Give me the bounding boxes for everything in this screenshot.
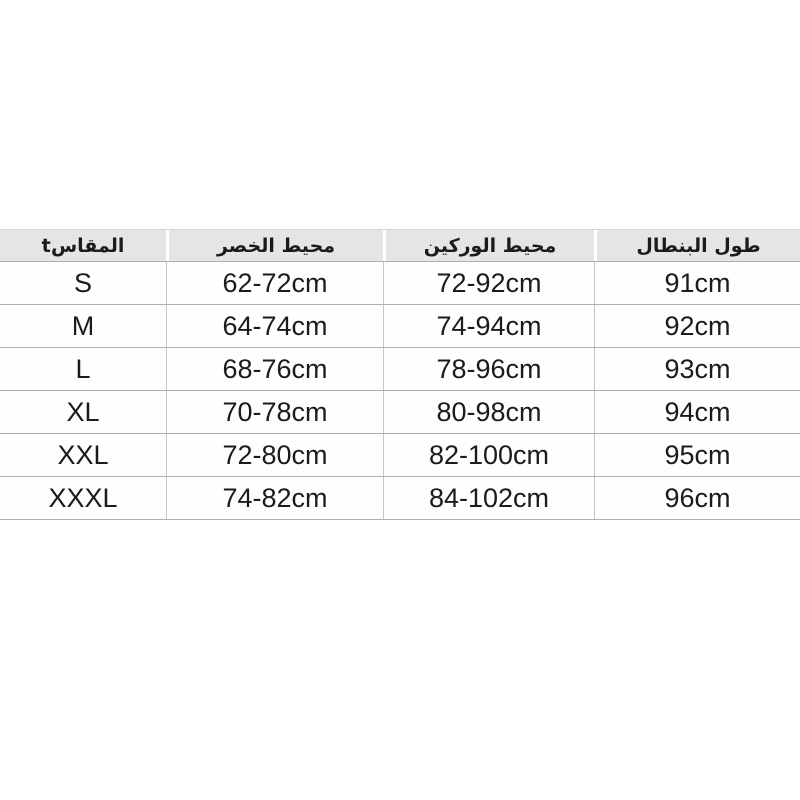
size-cell: M [71, 310, 95, 341]
hips-cell: 82-100cm [383, 434, 594, 476]
length-cell: 95cm [594, 434, 800, 476]
header-cell-length: طول البنطال [594, 230, 800, 261]
waist-cell: 68-76cm [166, 348, 383, 390]
length-cell: 93cm [594, 348, 800, 390]
size-chart-header-row: المقاسt محيط الخصر محيط الوركين طول البن… [0, 229, 800, 262]
waist-cell: 72-80cm [166, 434, 383, 476]
table-row-xxxl: XXXL 74-82cm 84-102cm 96cm [0, 477, 800, 520]
size-cell: XXL [57, 439, 109, 470]
table-row-l: L 68-76cm 78-96cm 93cm [0, 348, 800, 391]
length-cell: 92cm [594, 305, 800, 347]
length-cell: 91cm [594, 262, 800, 304]
waist-cell: 62-72cm [166, 262, 383, 304]
size-cell: S [73, 267, 92, 298]
size-cell: L [75, 353, 91, 384]
header-cell-waist: محيط الخصر [166, 230, 383, 261]
waist-cell: 64-74cm [166, 305, 383, 347]
hips-cell: 84-102cm [383, 477, 594, 519]
hips-cell: 72-92cm [383, 262, 594, 304]
waist-cell: 70-78cm [166, 391, 383, 433]
size-cell: XXXL [48, 482, 118, 513]
table-row-m: M 64-74cm 74-94cm 92cm [0, 305, 800, 348]
hips-cell: 74-94cm [383, 305, 594, 347]
size-chart-table: المقاسt محيط الخصر محيط الوركين طول البن… [0, 229, 800, 520]
table-row-xxl: XXL 72-80cm 82-100cm 95cm [0, 434, 800, 477]
table-row-xl: XL 70-78cm 80-98cm 94cm [0, 391, 800, 434]
table-row-s: S 62-72cm 72-92cm 91cm [0, 262, 800, 305]
length-cell: 96cm [594, 477, 800, 519]
size-cell: XL [66, 396, 100, 427]
waist-cell: 74-82cm [166, 477, 383, 519]
length-cell: 94cm [594, 391, 800, 433]
header-cell-hips: محيط الوركين [383, 230, 594, 261]
header-cell-sizes: المقاسt [0, 230, 166, 261]
hips-cell: 78-96cm [383, 348, 594, 390]
hips-cell: 80-98cm [383, 391, 594, 433]
